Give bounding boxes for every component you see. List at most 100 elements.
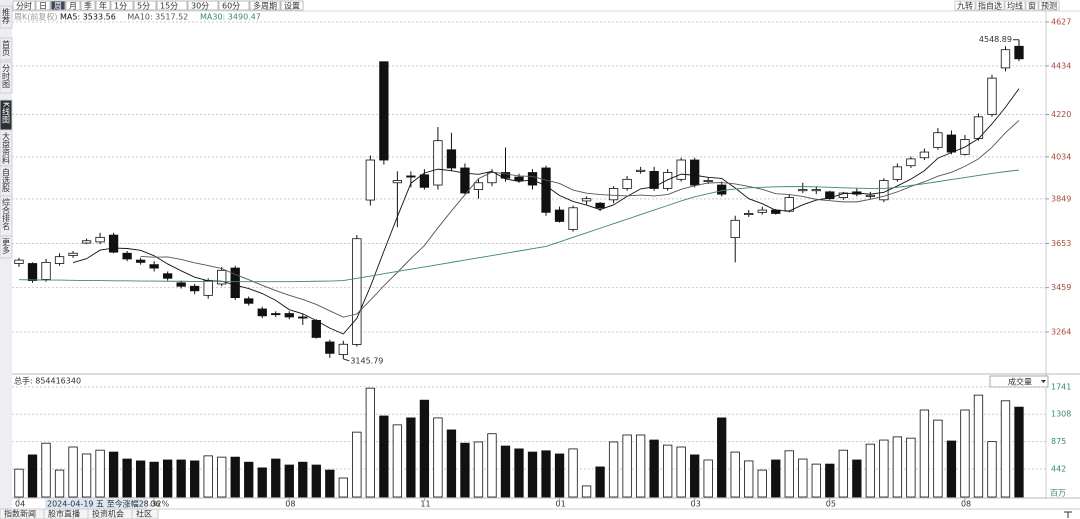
bottom-tab[interactable]: 股市直播 — [48, 509, 80, 519]
x-tick-label: 06 — [150, 500, 160, 509]
period-button[interactable]: 日 — [35, 0, 51, 11]
sidebar-item[interactable]: 自选股 — [2, 167, 11, 193]
sidebar-item[interactable]: 大盘资料 — [2, 131, 11, 165]
candle-body — [190, 285, 200, 292]
volume-bar — [433, 417, 443, 498]
chart-label: 周K(前复权) — [14, 12, 58, 22]
indicator-select[interactable] — [989, 375, 1049, 388]
volume-bar — [730, 451, 740, 498]
bottom-tab[interactable]: 投资机会 — [92, 509, 124, 519]
period-label[interactable]: 30分 — [191, 2, 209, 11]
bottom-tab[interactable]: 社区 — [136, 509, 152, 519]
period-label[interactable]: 日 — [39, 2, 47, 11]
tool-button-bg[interactable] — [1038, 0, 1060, 11]
candle-body — [919, 151, 930, 159]
period-label[interactable]: 周 — [54, 2, 62, 11]
volume-bar — [230, 456, 240, 498]
period-button[interactable]: 多周期 — [249, 0, 281, 11]
volume-bar — [352, 431, 362, 498]
candle-body — [730, 219, 740, 238]
volume-tick-label: 442 — [1051, 465, 1066, 474]
x-tick-label: 04 — [15, 500, 25, 509]
tool-button-bg[interactable] — [954, 0, 976, 11]
volume-bar — [514, 448, 524, 498]
tool-button[interactable]: 均线 — [1007, 1, 1023, 11]
volume-bar — [406, 417, 416, 498]
volume-bar — [987, 441, 997, 498]
sidebar-item-bg[interactable] — [0, 37, 13, 61]
candle-body — [338, 343, 348, 355]
period-label[interactable]: 多周期 — [253, 1, 277, 11]
candle-body — [406, 175, 416, 178]
period-button[interactable]: 5分 — [133, 0, 157, 11]
period-button[interactable]: 年 — [95, 0, 111, 11]
period-button[interactable]: 1分 — [110, 0, 134, 11]
bottom-tab-bg[interactable] — [131, 508, 159, 519]
candle-body — [217, 269, 227, 285]
tool-button[interactable]: 窗 — [1028, 1, 1036, 11]
volume-bar — [392, 424, 403, 498]
period-button[interactable]: 月 — [65, 0, 81, 11]
period-button[interactable]: 设置 — [280, 0, 304, 11]
tool-button[interactable]: 指自选 — [978, 1, 1002, 11]
volume-tick-label: 875 — [1051, 437, 1066, 446]
candle-body — [676, 159, 686, 180]
candle-body — [1000, 49, 1011, 69]
candle-body — [635, 169, 646, 172]
indicator-label[interactable]: 成交量 — [1008, 377, 1032, 387]
sidebar-item[interactable]: 分时图 — [2, 64, 11, 89]
sidebar-item[interactable]: 推荐 — [2, 7, 11, 25]
volume-bar — [271, 458, 281, 498]
period-button[interactable]: 60分 — [218, 0, 250, 11]
sidebar-item[interactable]: K线图 — [2, 102, 11, 124]
volume-bar — [311, 464, 321, 498]
volume-bar — [649, 439, 659, 498]
volume-bar — [879, 439, 889, 498]
period-label[interactable]: 月 — [69, 2, 77, 11]
sidebar-item[interactable]: 综合排名 — [2, 197, 11, 231]
period-label[interactable]: 60分 — [222, 2, 240, 11]
period-label[interactable]: 5分 — [137, 2, 150, 11]
period-label[interactable]: 季 — [84, 1, 92, 11]
sidebar-item-bg[interactable] — [0, 235, 13, 259]
candle-body — [41, 261, 51, 280]
period-label[interactable]: 1分 — [114, 2, 127, 11]
volume-bar — [608, 441, 619, 498]
tool-button-bg[interactable] — [975, 0, 1005, 11]
bottom-tab[interactable]: 指数新闻 — [4, 509, 36, 519]
period-label[interactable]: 分时 — [16, 1, 32, 11]
candle-body — [527, 172, 538, 186]
period-button[interactable]: 周 — [50, 0, 66, 11]
volume-bar — [500, 445, 511, 498]
candle-body — [379, 61, 389, 161]
candle-body — [690, 159, 700, 186]
candle-body — [608, 188, 619, 201]
sidebar-item-bg[interactable] — [0, 61, 13, 94]
period-button-bg — [95, 0, 111, 11]
tool-button[interactable]: 九转 — [957, 1, 973, 11]
candle-body — [162, 273, 173, 279]
period-button[interactable]: 分时 — [12, 0, 36, 11]
y-tick-label: 4434 — [1051, 61, 1071, 70]
sidebar-item-bg[interactable] — [0, 5, 13, 29]
tool-button-bg[interactable] — [1025, 0, 1039, 11]
tool-button-bg[interactable] — [1004, 0, 1026, 11]
candle-body — [446, 149, 457, 169]
volume-bar — [744, 460, 754, 498]
volume-bar — [635, 434, 646, 498]
candle-body — [433, 140, 443, 186]
period-button[interactable]: 季 — [80, 0, 96, 11]
period-label[interactable]: 设置 — [284, 1, 300, 11]
period-label[interactable]: 15分 — [160, 2, 178, 11]
max-label: 4548.89 — [979, 35, 1012, 44]
tool-button[interactable]: 预测 — [1041, 1, 1057, 11]
volume-bar — [176, 459, 186, 498]
sidebar-item[interactable]: 更多 — [2, 238, 11, 255]
corner-icon[interactable] — [1064, 511, 1072, 518]
sidebar-item[interactable]: 首页 — [2, 39, 11, 57]
period-button[interactable]: 15分 — [156, 0, 188, 11]
volume-bar — [825, 463, 835, 498]
period-button[interactable]: 30分 — [187, 0, 219, 11]
period-label[interactable]: 年 — [99, 1, 107, 11]
